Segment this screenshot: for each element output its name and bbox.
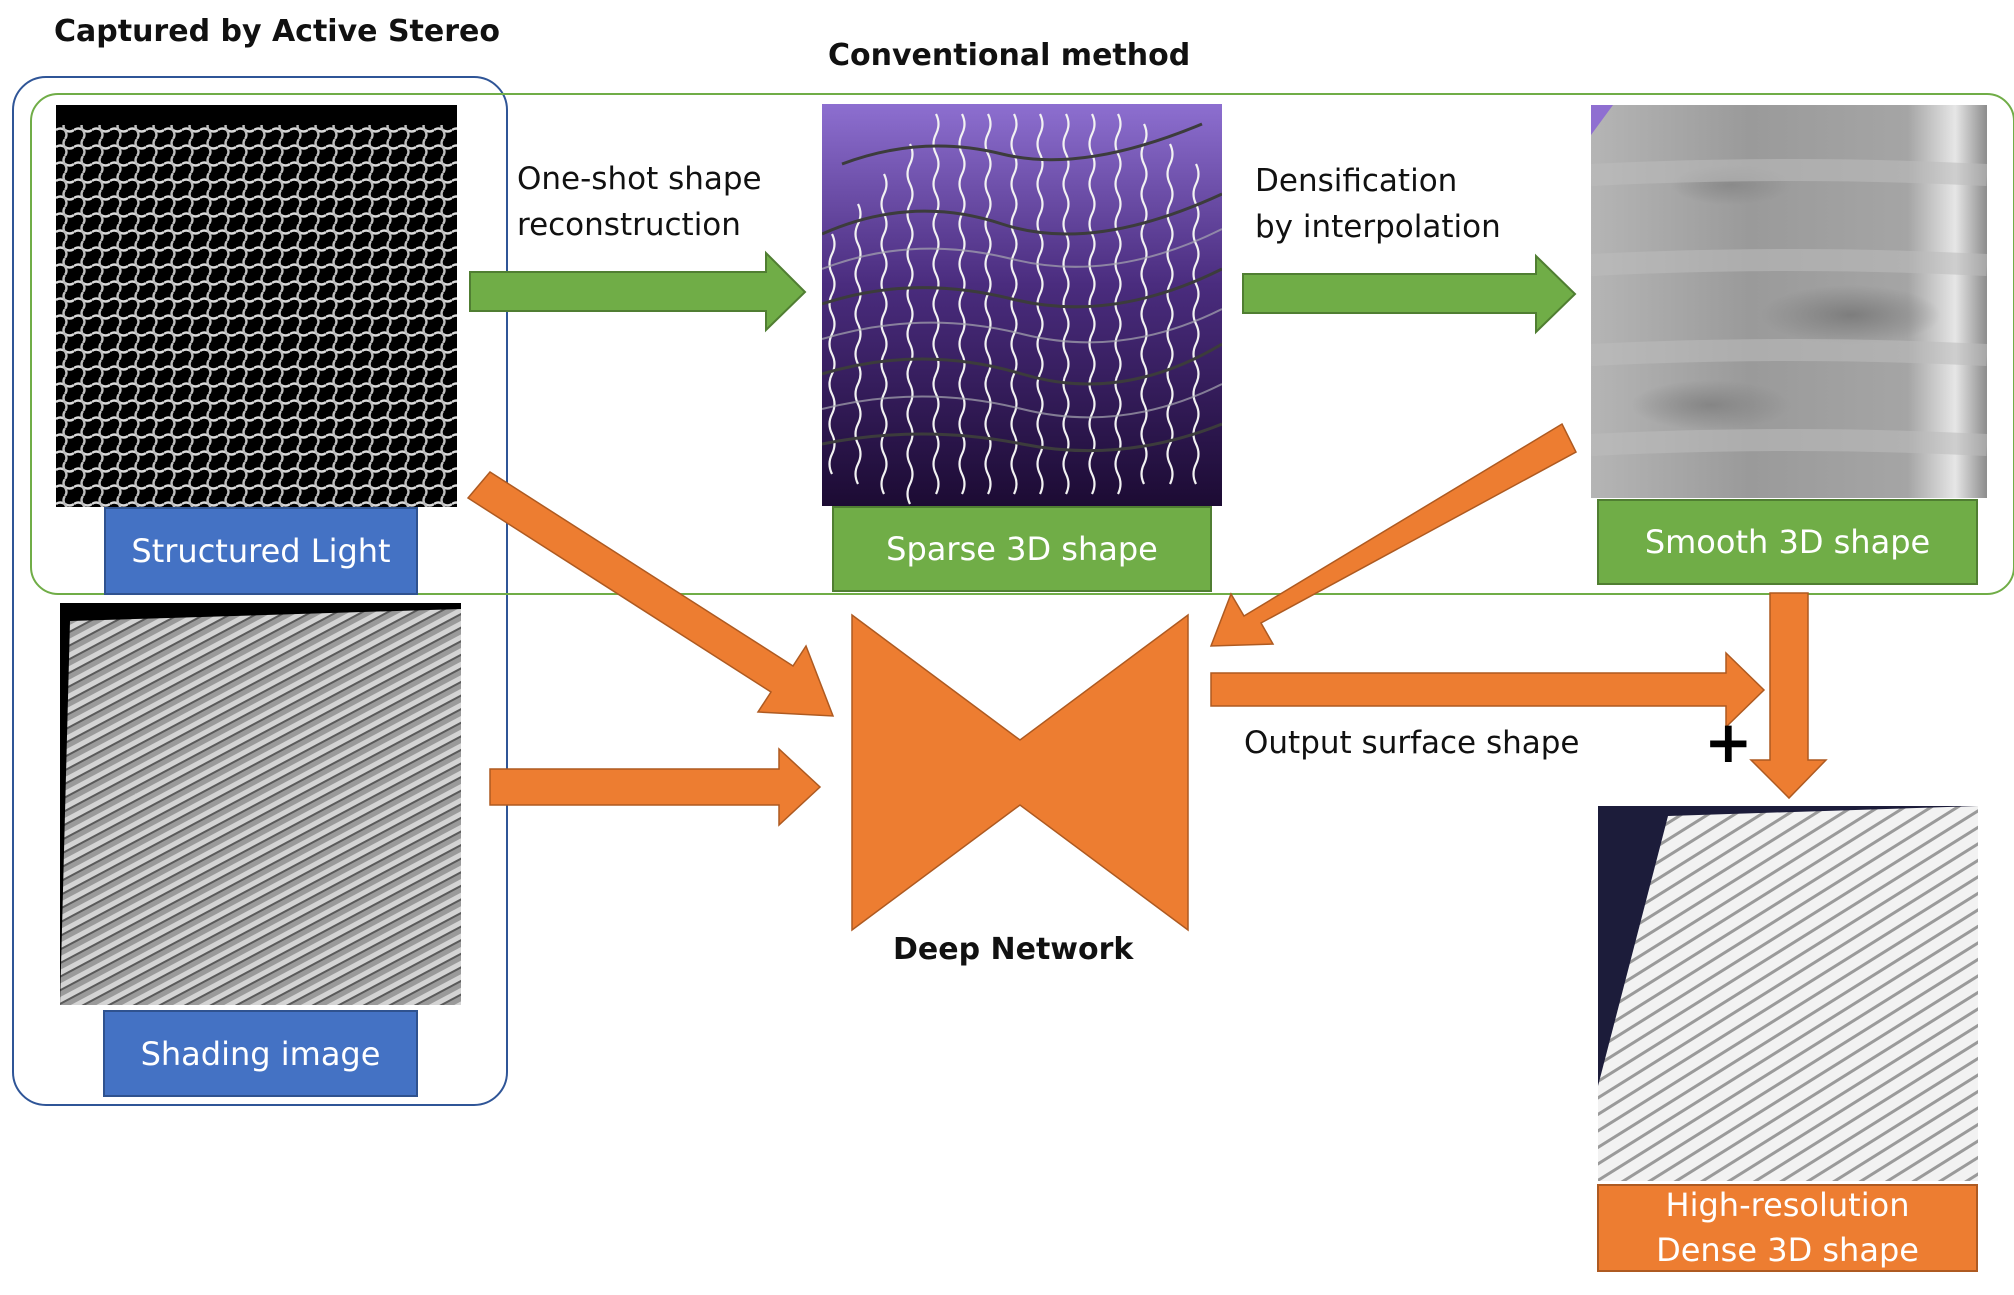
densify-caption-line1: Densification [1255,163,1458,199]
orange-arrow-smooth [1209,422,1577,647]
orange-arrow-shading [489,747,822,827]
sparse-3d-label: Sparse 3D shape [832,506,1212,592]
structured-light-label: Structured Light [104,507,418,595]
smooth-3d-image [1591,105,1987,498]
structured-light-image [56,105,457,507]
plus-sign: + [1704,708,1753,776]
captured-frame [12,76,508,1106]
densify-caption: Densification by interpolation [1255,158,1501,250]
dense-3d-label-line1: High-resolution [1665,1186,1910,1224]
green-arrow-one-shot [469,250,807,333]
shading-image [60,603,461,1005]
dense-3d-label: High-resolution Dense 3D shape [1597,1184,1978,1272]
one-shot-caption: One-shot shape reconstruction [517,156,762,248]
output-caption: Output surface shape [1244,725,1580,761]
smooth-3d-label: Smooth 3D shape [1597,499,1978,585]
deep-network-title: Deep Network [893,932,1134,967]
orange-arrow-down [1749,592,1828,800]
one-shot-caption-line1: One-shot shape [517,161,762,197]
green-arrow-densify [1242,253,1577,335]
shading-image-label: Shading image [103,1010,418,1097]
captured-title: Captured by Active Stereo [54,14,500,49]
dense-3d-image [1598,806,1978,1181]
densify-caption-line2: by interpolation [1255,209,1501,245]
one-shot-caption-line2: reconstruction [517,207,741,243]
deep-network-shape [851,613,1189,932]
sparse-3d-image [822,104,1222,506]
orange-arrow-output [1210,651,1766,729]
conventional-title: Conventional method [828,38,1191,73]
dense-3d-label-line2: Dense 3D shape [1656,1231,1919,1269]
orange-arrow-structured [466,471,835,717]
